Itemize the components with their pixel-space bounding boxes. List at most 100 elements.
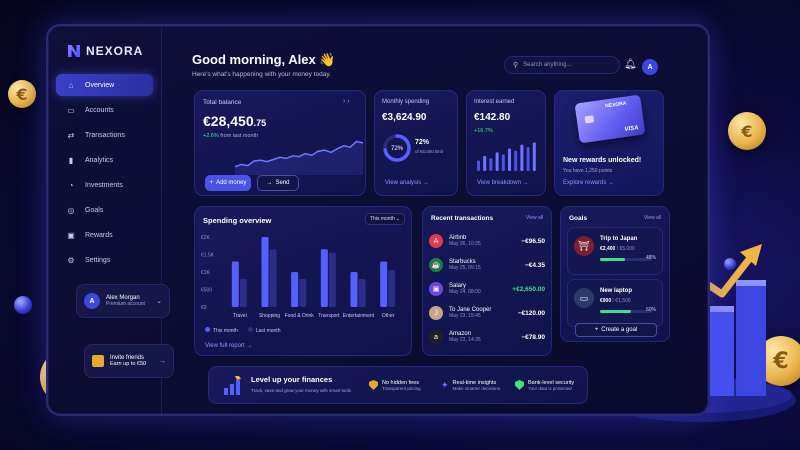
- view-all-transactions-link[interactable]: View all: [525, 215, 543, 221]
- sidebar: NEXORA ⌂ Overview ▭ Accounts ⇄ Transacti…: [48, 26, 162, 414]
- legend-last-month: Last month: [247, 327, 280, 334]
- goal-progress-text: €900 / €1,500: [600, 298, 631, 304]
- sidebar-item-accounts[interactable]: ▭ Accounts: [56, 99, 153, 121]
- balance-sparkline: [235, 140, 363, 175]
- transaction-amount: −€96.50: [521, 237, 545, 245]
- interest-bar: [532, 142, 536, 171]
- sidebar-item-analytics[interactable]: ▮ Analytics: [56, 149, 153, 171]
- user-profile-card[interactable]: A Alex Morgan Premium account ⌄: [76, 284, 170, 318]
- monthly-spending-card: Monthly spending €3,624.90 72% 72% of €5…: [374, 90, 458, 196]
- interest-bar-chart: [477, 142, 536, 171]
- sidebar-item-settings[interactable]: ⚙ Settings: [56, 249, 153, 271]
- feature-title: Real-time insights: [452, 379, 497, 386]
- search-input[interactable]: ⚲ Search anything...: [504, 56, 620, 74]
- transaction-date: May 23, 14:26: [449, 337, 481, 343]
- goal-item[interactable]: ▭ New laptop €900 / €1,500 60%: [567, 279, 663, 327]
- bar-last-month: [269, 249, 277, 307]
- x-tick-label: Shopping: [259, 313, 280, 319]
- transactions-title: Recent transactions: [431, 215, 494, 222]
- invite-subtitle: Earn up to €50: [110, 361, 147, 367]
- pagoda-icon: ⛩: [574, 236, 594, 256]
- merchant-icon: J: [429, 306, 443, 320]
- transaction-row[interactable]: ☕ Starbucks May 25, 09:15 −€4.35: [429, 255, 545, 275]
- explore-rewards-label: Explore rewards: [563, 180, 607, 186]
- sidebar-item-investments[interactable]: ◔ Investments: [56, 174, 153, 196]
- bell-icon[interactable]: 🔔︎: [624, 59, 637, 70]
- sidebar-item-transactions[interactable]: ⇄ Transactions: [56, 124, 153, 146]
- spending-bar-chart: €2K €1.5K €1K €500 €0 Travel Shopping Food & Dr…: [201, 235, 396, 319]
- view-all-goals-link[interactable]: View all: [643, 215, 661, 221]
- analytics-icon: ▮: [68, 155, 74, 165]
- transaction-row[interactable]: J To Jane Cooper May 23, 15:45 −€120.00: [429, 303, 545, 323]
- chip-icon: [584, 115, 595, 124]
- merchant-icon: a: [429, 330, 443, 344]
- transaction-name: Amazon: [449, 331, 472, 337]
- sidebar-nav: ⌂ Overview ▭ Accounts ⇄ Transactions ▮ A…: [56, 74, 153, 271]
- card-brand: NEXORA: [604, 100, 627, 110]
- goal-percent: 60%: [645, 307, 656, 313]
- brand-logo[interactable]: NEXORA: [68, 44, 153, 58]
- view-analysis-link[interactable]: View analysis →: [385, 180, 429, 186]
- x-tick-label: Other: [382, 313, 395, 319]
- sphere-decoration: [14, 296, 32, 314]
- y-tick-label: €2K: [201, 235, 211, 241]
- transaction-row[interactable]: ▣ Salary May 24, 08:00 +€2,650.00: [429, 279, 545, 299]
- bar-this-month: [291, 272, 299, 307]
- gear-icon: ⚙: [67, 255, 75, 265]
- sidebar-item-label: Rewards: [85, 231, 113, 239]
- view-full-report-link[interactable]: View full report →: [205, 343, 253, 349]
- goal-progress-fill: [600, 310, 632, 313]
- goal-item[interactable]: ⛩ Trip to Japan €2,400 / €5,000 48%: [567, 227, 663, 275]
- goal-target: / €1,500: [612, 298, 631, 304]
- header-avatar[interactable]: A: [642, 59, 658, 75]
- total-balance-card: Total balance › › €28,450.75 +2.6% from …: [194, 90, 366, 196]
- goal-progress-fill: [600, 258, 625, 261]
- transaction-row[interactable]: a Amazon May 23, 14:26 −€78.90: [429, 327, 545, 347]
- interest-bar: [501, 154, 505, 171]
- feature-no-fees: No hidden fees Transparent pricing: [369, 374, 421, 396]
- create-goal-button[interactable]: + Create a goal: [575, 323, 657, 337]
- transaction-amount: −€120.00: [517, 309, 545, 317]
- period-dropdown[interactable]: This month ⌄: [365, 213, 405, 225]
- sidebar-item-overview[interactable]: ⌂ Overview: [56, 74, 153, 96]
- add-money-button[interactable]: + Add money: [205, 175, 251, 191]
- expand-icon[interactable]: › ›: [343, 98, 350, 105]
- gift-icon: [92, 355, 104, 367]
- laptop-icon: ▭: [574, 288, 594, 308]
- interest-label: Interest earned: [474, 99, 515, 105]
- transaction-name: Salary: [449, 283, 467, 289]
- send-label: Send: [275, 180, 290, 186]
- goal-saved: €2,400: [600, 246, 616, 252]
- feature-subtitle: Make smarter decisions: [452, 385, 501, 391]
- user-plan: Premium account: [106, 301, 145, 307]
- view-breakdown-link[interactable]: View breakdown →: [477, 180, 529, 186]
- shield-icon: [369, 380, 378, 390]
- sidebar-item-rewards[interactable]: ▣ Rewards: [56, 224, 153, 246]
- bar-last-month: [388, 270, 396, 307]
- transaction-amount: +€2,650.00: [512, 285, 545, 293]
- feature-title: Bank-level security: [528, 379, 575, 386]
- goal-target: / €5,000: [616, 246, 635, 252]
- goal-progress-bar: [600, 310, 652, 313]
- explore-rewards-link[interactable]: Explore rewards →: [563, 180, 615, 186]
- transaction-date: May 25, 09:15: [449, 265, 481, 271]
- view-full-report-label: View full report: [205, 343, 245, 349]
- goal-percent: 48%: [645, 255, 656, 261]
- x-tick-label: Entertainment: [343, 313, 375, 319]
- send-button[interactable]: → Send: [257, 175, 299, 191]
- transaction-amount: −€78.90: [521, 333, 545, 341]
- page-subtitle: Here's what's happening with your money …: [192, 71, 331, 78]
- sidebar-item-label: Transactions: [85, 131, 125, 139]
- transaction-amount: −€4.35: [524, 261, 545, 269]
- transaction-row[interactable]: A Airbnb May 26, 10:25 −€96.50: [429, 231, 545, 251]
- spending-progress-ring: 72%: [383, 134, 411, 162]
- recent-transactions-card: Recent transactions View all A Airbnb Ma…: [422, 206, 552, 356]
- feature-subtitle: Transparent pricing: [382, 385, 421, 391]
- lightbulb-icon: ✦: [441, 379, 449, 390]
- spending-percent: 72%: [415, 139, 430, 146]
- invite-friends-card[interactable]: Invite friends Earn up to €50 →: [84, 344, 174, 378]
- interest-change: +16.7%: [474, 128, 493, 134]
- period-value: This month: [370, 216, 395, 222]
- bar-this-month: [261, 237, 269, 307]
- sidebar-item-goals[interactable]: ◎ Goals: [56, 199, 153, 221]
